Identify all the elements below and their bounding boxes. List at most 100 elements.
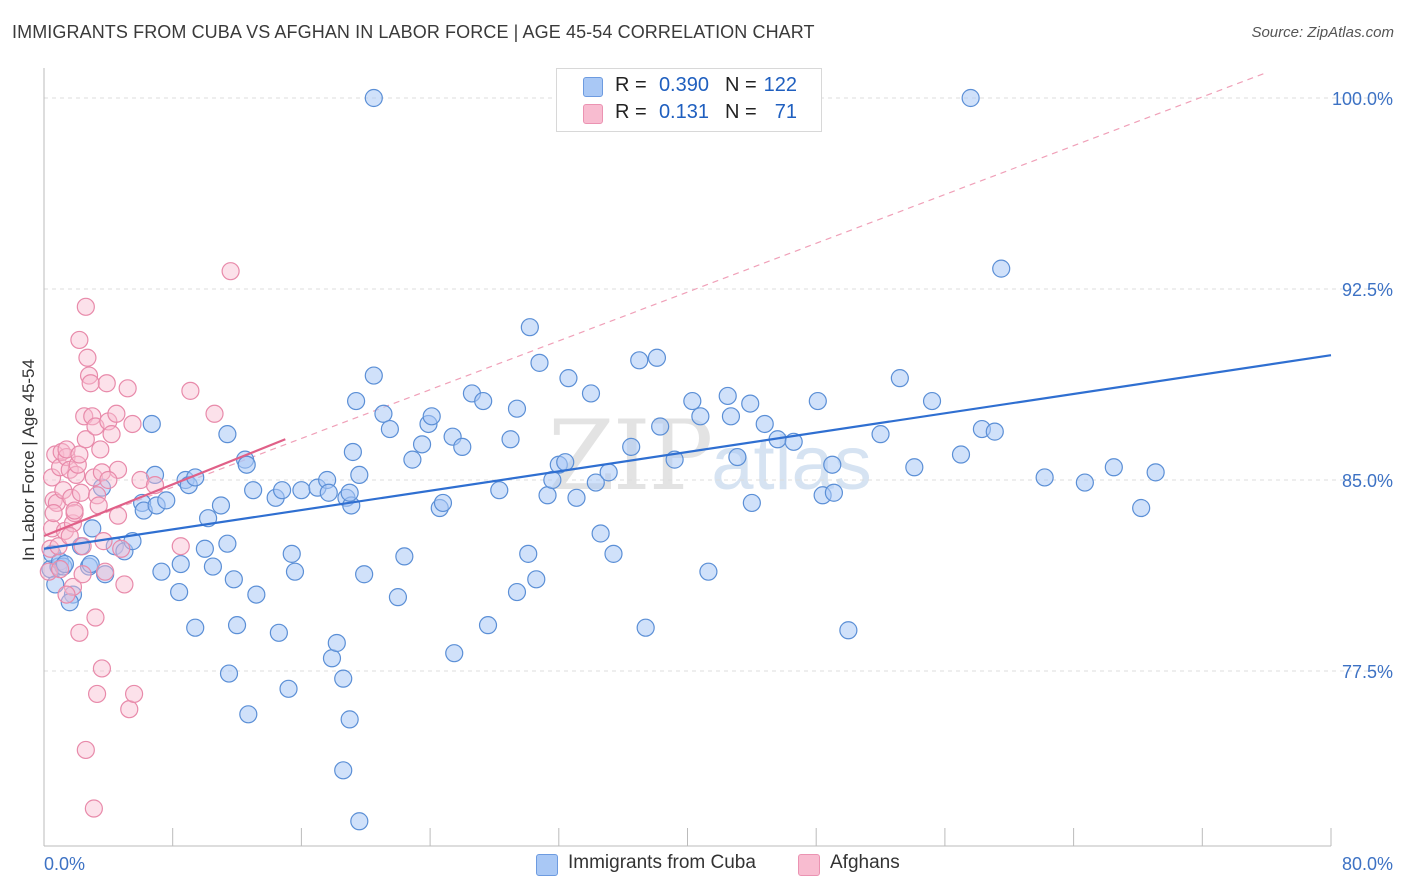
data-point-cuba: [961, 88, 980, 108]
data-point-cuba: [244, 481, 263, 500]
y-axis-label: In Labor Force | Age 45-54: [19, 359, 38, 561]
y-tick-label: 77.5%: [1342, 662, 1393, 682]
data-point-cuba: [599, 463, 618, 482]
data-point-afghans: [83, 407, 102, 426]
data-point-cuba: [218, 425, 237, 444]
data-point-afghans: [205, 404, 224, 423]
data-point-afghans: [124, 684, 144, 704]
data-point-cuba: [171, 554, 190, 574]
data-point-cuba: [683, 391, 702, 411]
data-point-cuba: [567, 488, 586, 507]
data-point-cuba: [890, 369, 909, 388]
data-point-cuba: [586, 473, 605, 492]
data-point-afghans: [71, 483, 91, 502]
data-point-afghans: [123, 414, 142, 434]
data-point-cuba: [355, 565, 374, 584]
data-point-cuba: [992, 259, 1011, 278]
data-point-cuba: [395, 547, 414, 566]
data-point-cuba: [269, 623, 288, 642]
n-value: 71: [774, 101, 797, 123]
data-point-afghans: [99, 470, 118, 490]
data-point-cuba: [195, 539, 214, 558]
x-tick-label: 80.0%: [1342, 854, 1393, 874]
data-point-afghans: [86, 608, 105, 627]
trend-lines: [43, 354, 1332, 550]
data-point-afghans: [73, 565, 92, 584]
data-point-cuba: [350, 465, 369, 485]
data-point-afghans: [39, 562, 58, 581]
legend-swatch-afghans: [798, 854, 820, 876]
correlation-legend: R = 0.390 N = 122 R = 0.131 N = 71: [556, 68, 822, 132]
data-point-cuba: [403, 450, 422, 469]
data-points: [39, 88, 1165, 831]
data-point-cuba: [630, 351, 649, 370]
data-point-cuba: [507, 582, 527, 602]
data-point-cuba: [224, 570, 243, 589]
data-point-cuba: [292, 481, 311, 500]
data-point-cuba: [186, 618, 205, 637]
data-point-cuba: [152, 562, 171, 581]
data-point-cuba: [1035, 468, 1054, 487]
data-point-cuba: [55, 554, 75, 574]
data-point-cuba: [1104, 458, 1123, 477]
data-point-cuba: [445, 644, 464, 663]
data-point-cuba: [334, 761, 353, 780]
data-point-cuba: [247, 585, 266, 604]
data-point-cuba: [824, 483, 843, 502]
trend-extension: [43, 71, 1267, 537]
data-point-cuba: [237, 455, 256, 474]
data-point-afghans: [76, 740, 95, 760]
data-point-cuba: [520, 318, 539, 337]
data-point-cuba: [823, 455, 842, 474]
data-point-afghans: [78, 348, 97, 367]
data-point-cuba: [839, 621, 858, 640]
data-point-cuba: [83, 519, 102, 538]
data-point-cuba: [1075, 473, 1094, 492]
data-point-afghans: [57, 585, 76, 604]
data-point-cuba: [453, 437, 472, 456]
data-point-cuba: [282, 544, 301, 563]
data-point-cuba: [346, 391, 366, 411]
data-point-cuba: [604, 544, 623, 563]
data-point-cuba: [343, 442, 362, 462]
data-point-cuba: [622, 437, 641, 456]
data-point-cuba: [364, 88, 383, 108]
data-point-afghans: [76, 297, 95, 316]
data-point-cuba: [211, 496, 231, 515]
r-label: R =: [615, 74, 647, 96]
data-point-afghans: [120, 700, 139, 719]
data-point-cuba: [530, 353, 549, 372]
source-credit: Source: ZipAtlas.com: [1251, 24, 1394, 41]
data-point-cuba: [721, 407, 741, 426]
trend-extension-line: [43, 71, 1267, 537]
legend-swatch-afghans: [583, 104, 603, 124]
trend-line-afghans: [43, 438, 286, 538]
data-point-afghans: [107, 404, 126, 423]
data-point-cuba: [691, 407, 710, 426]
data-point-afghans: [65, 501, 84, 520]
legend-row-cuba: R = 0.390 N = 122: [557, 73, 821, 100]
data-point-cuba: [327, 633, 346, 653]
data-point-afghans: [70, 330, 89, 350]
data-point-cuba: [350, 812, 369, 831]
data-point-afghans: [171, 537, 190, 556]
data-point-afghans: [70, 623, 89, 642]
legend-row-afghans: R = 0.131 N = 71: [557, 100, 821, 127]
data-point-afghans: [118, 379, 137, 398]
data-point-afghans: [70, 445, 89, 464]
y-tick-label: 85.0%: [1342, 471, 1393, 491]
series-legend: Immigrants from Cuba Afghans: [0, 852, 1406, 878]
data-point-cuba: [527, 570, 546, 589]
data-point-cuba: [239, 705, 258, 724]
data-point-cuba: [501, 430, 520, 449]
data-point-cuba: [1132, 498, 1151, 518]
axes: [43, 68, 1332, 847]
data-point-afghans: [76, 430, 95, 449]
data-point-cuba: [556, 453, 575, 472]
legend-label-cuba: Immigrants from Cuba: [568, 852, 756, 873]
data-point-afghans: [97, 374, 116, 393]
data-point-afghans: [50, 560, 70, 579]
data-point-cuba: [1146, 463, 1165, 482]
data-point-cuba: [490, 481, 509, 500]
